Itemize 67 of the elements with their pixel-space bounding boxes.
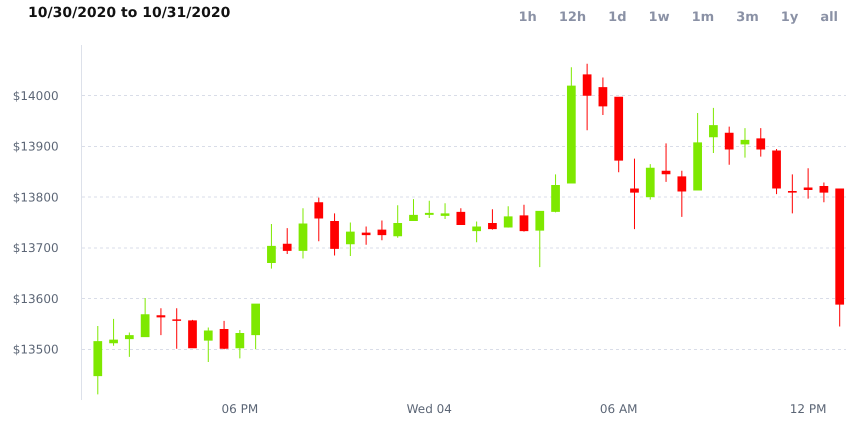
candlestick: [314, 197, 324, 242]
candlestick: [630, 158, 639, 230]
candlestick: [520, 204, 528, 232]
y-tick-label: $13800: [12, 190, 59, 204]
candlestick: [820, 182, 828, 203]
candlestick: [235, 330, 244, 359]
chart-title: 10/30/2020 to 10/31/2020: [28, 5, 230, 21]
candlestick: [440, 202, 450, 220]
text: 1w: [648, 9, 671, 27]
candlestick: [124, 332, 134, 358]
candlestick: [378, 220, 386, 241]
candlestick: [251, 304, 260, 350]
candlestick: [282, 228, 292, 254]
candlestick: [330, 212, 339, 256]
y-tick-label: $13500: [12, 342, 59, 356]
candlestick: [788, 174, 797, 214]
candlestick: [646, 164, 655, 200]
text: 1h: [518, 9, 538, 27]
text: 1m: [690, 9, 716, 27]
candlestick: [172, 308, 182, 350]
text: all: [819, 9, 839, 27]
y-tick-label: $13700: [12, 241, 59, 256]
text: 1d: [607, 9, 628, 27]
candlestick: [409, 198, 418, 222]
x-tick-label: Wed 04: [406, 402, 452, 416]
candlestick: [709, 107, 718, 154]
candlestick: [140, 298, 150, 338]
candlestick: [393, 204, 402, 238]
y-tick-label: $13600: [12, 292, 59, 306]
x-tick-label: 06 AM: [600, 402, 638, 416]
candlestick: [93, 325, 102, 395]
candlestick: [677, 170, 686, 218]
candlestick: [693, 112, 702, 191]
candlestick: [188, 319, 197, 349]
candlestick: [551, 174, 560, 213]
candlestick: [804, 168, 812, 200]
candlestick: [346, 222, 355, 256]
candlestick: [298, 208, 308, 260]
y-tick-label: $13900: [12, 140, 59, 154]
candlestick: [772, 148, 781, 195]
candlestick: [456, 208, 466, 226]
candlestick: [472, 220, 481, 243]
candlestick: [504, 206, 513, 228]
candlestick: [204, 326, 213, 362]
candlestick: [582, 63, 592, 131]
candlestick: [156, 308, 166, 336]
candlestick: [535, 210, 544, 268]
candlestick: [598, 76, 608, 116]
candlestick: [756, 128, 766, 158]
candlestick: [267, 224, 276, 270]
x-tick-label: 12 PM: [790, 402, 826, 416]
candlestick: [220, 320, 228, 350]
x-tick-label: 06 PM: [222, 402, 258, 416]
text: 12h: [558, 9, 588, 27]
candlestick: [362, 226, 370, 246]
candlestick: [740, 128, 750, 158]
candlestick: [488, 208, 497, 230]
candlestick: [614, 96, 624, 173]
text: 3m: [735, 9, 760, 27]
candlestick: [424, 200, 434, 218]
candlestick: [724, 126, 734, 166]
text: 1y: [780, 9, 800, 27]
y-tick-label: $14000: [12, 88, 59, 103]
candlestick: [109, 318, 118, 346]
candlestick: [835, 188, 844, 327]
candlestick: [566, 66, 576, 184]
candlestick: [662, 142, 670, 182]
